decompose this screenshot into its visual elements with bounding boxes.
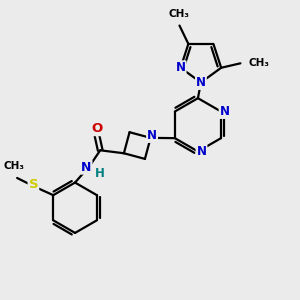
Text: N: N bbox=[196, 145, 206, 158]
Text: CH₃: CH₃ bbox=[169, 9, 190, 19]
Text: N: N bbox=[147, 129, 157, 142]
Text: CH₃: CH₃ bbox=[3, 161, 24, 172]
Text: H: H bbox=[94, 167, 104, 180]
Text: N: N bbox=[220, 105, 230, 118]
Text: N: N bbox=[196, 76, 206, 89]
Text: CH₃: CH₃ bbox=[249, 58, 270, 68]
Text: N: N bbox=[81, 161, 92, 174]
Text: S: S bbox=[28, 178, 38, 191]
Text: O: O bbox=[91, 122, 102, 135]
Text: N: N bbox=[176, 61, 186, 74]
